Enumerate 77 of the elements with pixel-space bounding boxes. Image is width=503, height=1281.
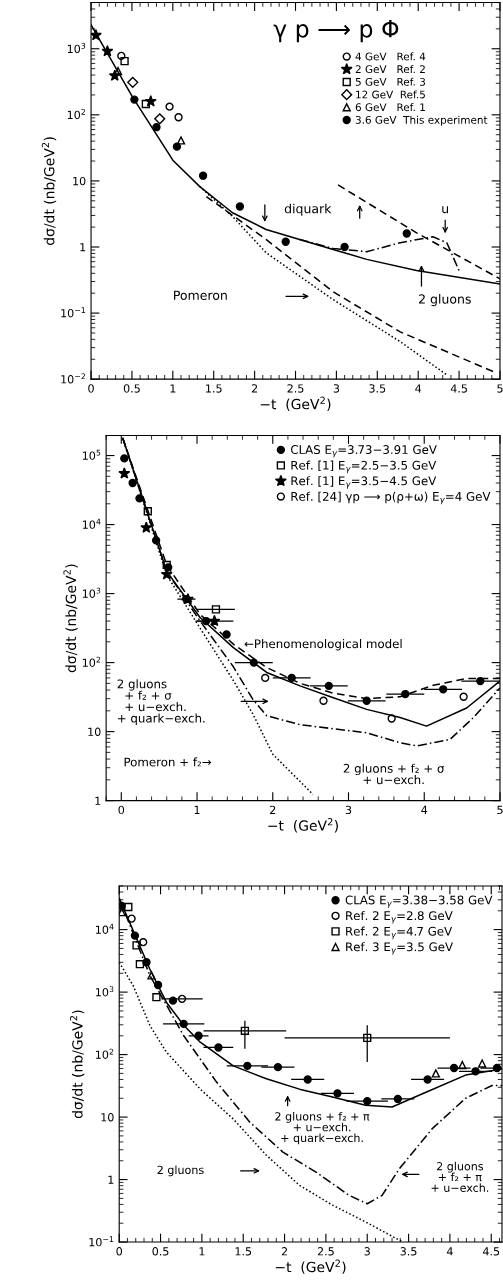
y-tick-label: 1 bbox=[80, 243, 86, 252]
annotation: Pomeron bbox=[174, 290, 227, 300]
annotation: 2 gluons + f₂ + σ + u−exch. bbox=[343, 763, 445, 785]
x-tick-label: 4 bbox=[415, 384, 422, 393]
annotation: diquark bbox=[284, 203, 332, 216]
x-tick-label: 5 bbox=[497, 384, 503, 393]
legend-label: CLAS E$_{γ}$=3.38−3.58 GeV bbox=[345, 895, 493, 908]
x-tick-label: 0.5 bbox=[152, 1247, 169, 1256]
x-tick-label: 2.5 bbox=[287, 384, 304, 393]
annotation: Pomeron + f₂→ bbox=[124, 757, 212, 767]
annotation: 2 gluons + f₂ + π + u−exch. bbox=[431, 1161, 489, 1192]
y-tick-label: 10 bbox=[88, 727, 101, 736]
x-tick-label: 1.5 bbox=[206, 384, 222, 393]
annotation: 2 gluons bbox=[157, 1165, 204, 1177]
annotation: 2 gluons + f₂ + π + u−exch. + quark−exch. bbox=[275, 1111, 370, 1145]
x-tick-label: 0 bbox=[118, 805, 125, 815]
y-tick-label: 10$^{3}$ bbox=[82, 587, 101, 598]
legend-label: Ref. 3 E$_{γ}$=3.5 GeV bbox=[346, 942, 453, 955]
x-tick-label: 1 bbox=[199, 1247, 205, 1256]
legend-label: 6 GeV Ref. 1 bbox=[355, 103, 425, 112]
x-tick-label: 2.5 bbox=[317, 1247, 334, 1256]
y-tick-label: 10$^{3}$ bbox=[96, 986, 114, 997]
x-tick-label: 3 bbox=[333, 384, 340, 393]
legend-label: 5 GeV Ref. 3 bbox=[355, 77, 426, 86]
x-tick-label: 4.5 bbox=[450, 384, 467, 393]
annotation: u bbox=[442, 206, 449, 214]
legend-label: 4 GeV Ref. 4 bbox=[355, 52, 426, 61]
annotation: γ p ⟶ p Φ bbox=[273, 20, 399, 43]
y-tick-label: 10$^{2}$ bbox=[96, 1048, 114, 1059]
x-tick-label: 2 bbox=[270, 805, 276, 814]
legend-label: Ref. 2 E$_{γ}$=2.8 GeV bbox=[346, 910, 453, 924]
x-tick-label: 1.5 bbox=[235, 1247, 252, 1256]
x-tick-label: 1 bbox=[194, 805, 200, 814]
legend-label: Ref. [1] E$_{γ}$=3.5−4.5 GeV bbox=[291, 476, 437, 489]
y-axis-title: dσ/dt (nb/GeV$^{2}$) bbox=[41, 137, 57, 245]
x-axis-title: −t (GeV$^{2}$) bbox=[268, 818, 338, 833]
legend-label: 3.6 GeV This experiment bbox=[355, 115, 488, 126]
legend-label: CLAS E$_{γ}$=3.73−3.91 GeV bbox=[290, 445, 437, 458]
x-tick-label: 5 bbox=[497, 805, 503, 815]
annotation: 2 gluons + f₂ + σ + u−exch. + quark−exch. bbox=[117, 679, 205, 725]
y-tick-label: 10 bbox=[101, 1113, 114, 1122]
y-tick-label: 1 bbox=[108, 1175, 114, 1184]
y-tick-label: 10$^{4}$ bbox=[96, 923, 114, 934]
x-tick-label: 0.5 bbox=[123, 384, 140, 393]
x-tick-label: 3 bbox=[364, 1247, 370, 1256]
x-tick-label: 0 bbox=[116, 1247, 123, 1256]
y-axis-title: dσ/dt (nb/GeV$^{2}$) bbox=[63, 564, 78, 673]
x-tick-label: 3.5 bbox=[400, 1247, 417, 1256]
x-tick-label: 0 bbox=[88, 384, 94, 393]
x-tick-label: 3.5 bbox=[369, 384, 386, 393]
legend-label: Ref. 2 E$_{γ}$=4.7 GeV bbox=[346, 926, 453, 940]
legend-label: Ref. [24] γp ⟶ p(ρ+ω) E$_{γ}$=4 GeV bbox=[291, 491, 491, 505]
y-axis-title: dσ/dt (nb/GeV$^{2}$) bbox=[69, 1010, 85, 1119]
y-tick-label: 10$^{−1}$ bbox=[89, 1236, 114, 1247]
y-tick-label: 10$^{2}$ bbox=[67, 108, 86, 120]
x-axis-title: −t (GeV$^{2}$) bbox=[260, 396, 331, 411]
x-tick-label: 2 bbox=[251, 384, 258, 393]
y-tick-label: 10$^{−1}$ bbox=[61, 307, 86, 318]
x-tick-label: 3 bbox=[345, 805, 352, 815]
y-tick-label: 10$^{2}$ bbox=[82, 656, 101, 667]
y-tick-label: 10$^{4}$ bbox=[82, 518, 101, 529]
legend-label: Ref. [1] E$_{γ}$=2.5−3.5 GeV bbox=[291, 460, 437, 474]
x-axis-title: −t (GeV$^{2}$) bbox=[275, 1259, 346, 1274]
annotation: 2 gluons bbox=[419, 294, 471, 307]
y-tick-label: 10$^{5}$ bbox=[82, 449, 101, 460]
legend-label: 12 GeV Ref.5 bbox=[356, 90, 425, 99]
annotation: ←Phenomenological model bbox=[244, 639, 402, 651]
legend-label: 2 GeV Ref. 2 bbox=[355, 65, 425, 74]
x-tick-label: 4.5 bbox=[482, 1247, 500, 1256]
x-tick-label: 4 bbox=[446, 1247, 453, 1256]
x-tick-label: 4 bbox=[421, 805, 428, 814]
x-tick-label: 2 bbox=[281, 1247, 287, 1256]
y-tick-label: 1 bbox=[95, 796, 101, 805]
y-tick-label: 10 bbox=[73, 176, 86, 186]
y-tick-label: 10$^{−2}$ bbox=[61, 373, 85, 384]
y-tick-label: 10$^{3}$ bbox=[67, 42, 86, 54]
x-tick-label: 1 bbox=[170, 384, 176, 393]
